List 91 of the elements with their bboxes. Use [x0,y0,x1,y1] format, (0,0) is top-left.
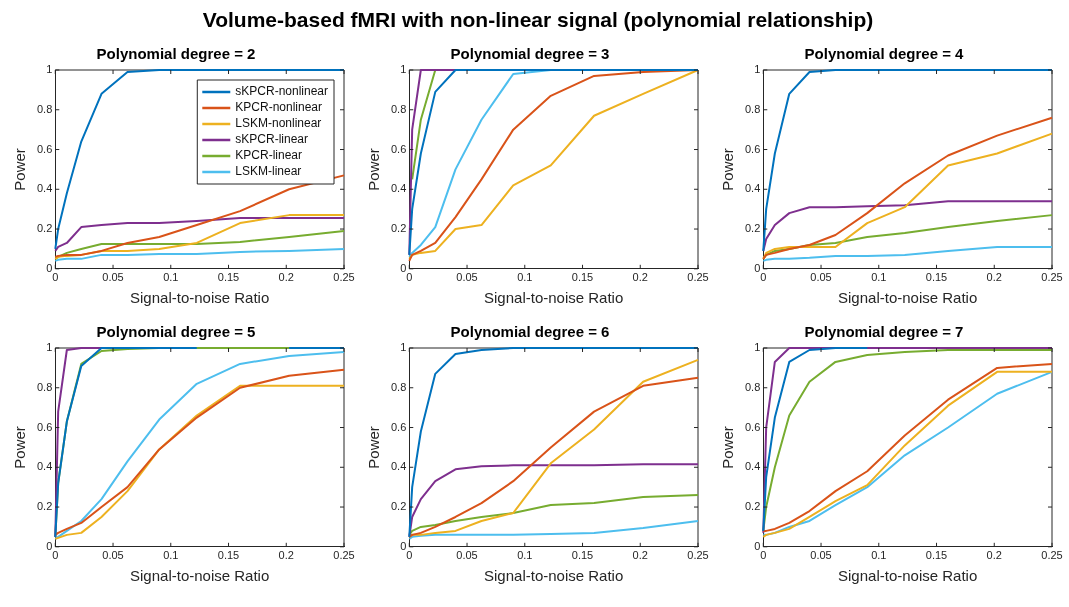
y-tick-label: 0.2 [36,500,53,513]
chart-title: Polynomial degree = 3 [450,45,610,63]
y-tick-label: 0.8 [36,380,53,393]
y-tick-label: 0.8 [390,380,407,393]
legend-label: sKPCR-nonlinear [235,84,329,99]
legend-label: sKPCR-linear [235,132,308,147]
y-tick-label: 0.2 [744,500,761,513]
y-tick-label: 0.4 [36,460,53,473]
x-tick-label: 0.05 [810,271,832,284]
x-tick-label: 0.15 [925,549,948,562]
chart-title: Polynomial degree = 2 [96,45,256,63]
y-tick-label: 0.2 [744,222,761,235]
y-tick-label: 0.2 [390,500,407,513]
x-tick-label: 0.25 [1041,271,1063,284]
legend-label: KPCR-nonlinear [235,100,323,115]
text: Volume-based fMRI with non-linear signal (polynomial relationship) [201,8,875,32]
y-tick-label: 0.8 [744,380,761,393]
x-tick-label: 0.2 [986,271,1002,284]
x-tick-label: 0.1 [163,271,179,284]
y-tick-label: 0.2 [36,222,53,235]
y-axis-title: Power [365,426,383,469]
legend-label: LSKM-nonlinear [235,116,322,131]
y-tick-label: 0.4 [390,182,407,195]
x-tick-label: 0.25 [1041,549,1063,562]
x-tick-label: 0.05 [102,549,124,562]
x-axis-title: Signal-to-noise Ratio [484,567,624,585]
x-tick-label: 0.2 [632,549,648,562]
x-axis-title: Signal-to-noise Ratio [130,567,270,585]
x-axis-title: Signal-to-noise Ratio [838,289,978,307]
y-tick-label: 0.4 [744,460,761,473]
y-tick-label: 0.4 [390,460,407,473]
x-tick-label: 0.25 [333,271,355,284]
x-tick-label: 0.1 [517,271,533,284]
y-tick-label: 0.4 [36,182,53,195]
x-axis-title: Signal-to-noise Ratio [130,289,270,307]
x-tick-label: 0.05 [456,271,478,284]
x-tick-label: 0.25 [333,549,355,562]
y-tick-label: 0.6 [390,142,407,155]
y-tick-label: 1 [46,63,53,76]
x-tick-label: 0.1 [163,549,179,562]
x-tick-label: 0.2 [986,549,1002,562]
y-tick-label: 0 [754,539,761,552]
x-tick-label: 0.25 [687,271,709,284]
y-tick-label: 0.4 [744,182,761,195]
x-tick-label: 0.05 [456,549,478,562]
y-tick-label: 0.6 [36,142,53,155]
x-axis-title: Signal-to-noise Ratio [838,567,978,585]
y-tick-label: 0.8 [36,102,53,115]
x-axis-title: Signal-to-noise Ratio [484,289,624,307]
y-tick-label: 0.8 [744,102,761,115]
y-tick-label: 0.6 [744,420,761,433]
x-tick-label: 0.2 [278,271,294,284]
x-tick-label: 0.15 [217,271,240,284]
y-tick-label: 0.6 [36,420,53,433]
x-tick-label: 0.25 [687,549,709,562]
y-tick-label: 1 [400,341,407,354]
chart-title: Polynomial degree = 7 [804,323,964,341]
legend-label: LSKM-linear [235,164,302,179]
y-axis-title: Power [719,426,737,469]
x-tick-label: 0.2 [632,271,648,284]
y-tick-label: 0 [754,261,761,274]
y-tick-label: 0.6 [744,142,761,155]
x-tick-label: 0.1 [871,549,887,562]
x-tick-label: 0.05 [102,271,124,284]
x-tick-label: 0.2 [278,549,294,562]
y-axis-title: Power [11,148,29,191]
y-tick-label: 1 [754,341,761,354]
y-axis-title: Power [719,148,737,191]
y-tick-label: 0 [400,539,407,552]
chart-title: Polynomial degree = 4 [804,45,965,63]
legend-label: KPCR-linear [235,148,302,163]
y-axis-title: Power [365,148,383,191]
chart-title: Polynomial degree = 5 [96,323,256,341]
y-tick-label: 1 [400,63,407,76]
x-tick-label: 0.1 [871,271,887,284]
y-tick-label: 0.8 [390,102,407,115]
y-tick-label: 1 [754,63,761,76]
chart-title: Polynomial degree = 6 [450,323,610,341]
x-tick-label: 0.05 [810,549,832,562]
y-tick-label: 0 [46,261,53,274]
y-axis-title: Power [11,426,29,469]
y-tick-label: 0 [46,539,53,552]
x-tick-label: 0.15 [217,549,240,562]
y-tick-label: 1 [46,341,53,354]
x-tick-label: 0.15 [571,549,594,562]
y-tick-label: 0 [400,261,407,274]
y-tick-label: 0.2 [390,222,407,235]
x-tick-label: 0.15 [925,271,948,284]
y-tick-label: 0.6 [390,420,407,433]
x-tick-label: 0.15 [571,271,594,284]
x-tick-label: 0.1 [517,549,533,562]
